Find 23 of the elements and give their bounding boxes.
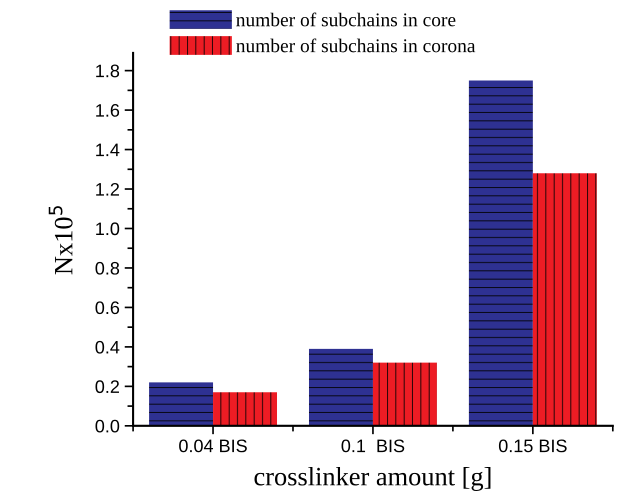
bar [213,392,278,426]
bar [308,348,373,426]
bar [468,80,533,426]
legend-label: number of subchains in corona [236,38,476,52]
x-tick-label: 0.04 BIS [179,440,247,452]
bar [149,382,214,426]
y-tick-label: 0.0 [96,420,120,433]
y-tick-label: 0.6 [96,301,120,314]
y-tick-label: 1.8 [96,64,120,78]
y-tick-label: 0.2 [96,380,119,394]
y-tick-label: 0.4 [96,340,120,354]
y-tick-label: 1.6 [96,104,120,117]
x-tick-label: 0.15 BIS [498,440,567,452]
y-tick-label: 1.2 [96,182,119,196]
bar [532,173,597,426]
y-tick-label: 1.0 [96,222,120,236]
y-tick-label: 0.8 [96,262,120,275]
x-tick-label: 0.1 BIS [342,440,404,452]
bar [372,362,437,426]
x-axis-title: crosslinker amount [g] [254,466,490,491]
y-tick-label: 1.4 [96,144,120,156]
legend-label: number of subchains in core [236,12,456,26]
y-axis-title: Nx10$^{5}$ [48,206,73,274]
